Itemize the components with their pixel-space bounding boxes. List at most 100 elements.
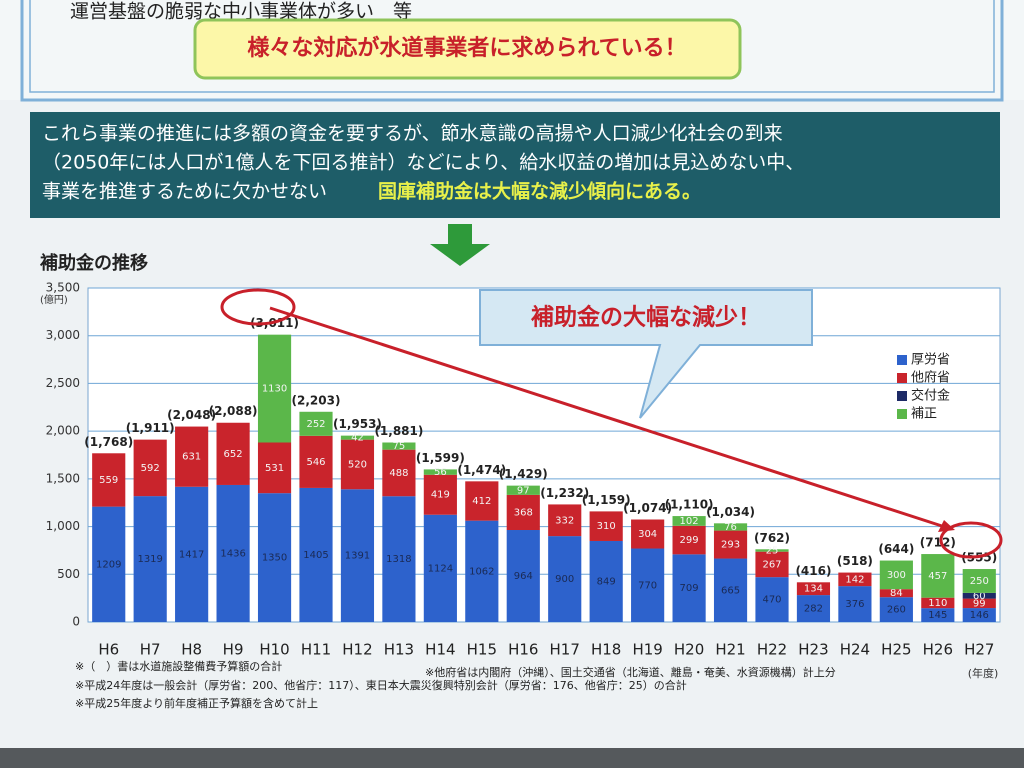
bar-segment xyxy=(713,558,748,622)
x-tick-label: H18 xyxy=(591,641,621,659)
trend-arrow xyxy=(269,306,946,529)
total-label: (1,232) xyxy=(540,486,589,500)
segment-label: 964 xyxy=(514,571,533,582)
bar-segment xyxy=(133,439,167,497)
segment-label: 1130 xyxy=(262,384,287,395)
footnote: ※他府省は内閣府（沖縄）、国土交通省（北海道、離島・奄美、水資源機構）計上分 xyxy=(425,665,836,679)
bar-segment xyxy=(257,442,292,494)
segment-label: 709 xyxy=(680,583,699,594)
legend-label: 厚労省 xyxy=(911,353,950,368)
segment-label: 84 xyxy=(890,588,903,599)
highlight-circle xyxy=(939,521,1003,559)
segment-label: 310 xyxy=(597,521,616,532)
top-line: 運営基盤の脆弱な中小事業体が多い 等 xyxy=(70,1,412,23)
segment-label: 299 xyxy=(680,535,699,546)
segment-label: 300 xyxy=(887,570,906,581)
bar-segment xyxy=(92,506,126,622)
bar-segment xyxy=(506,485,540,495)
segment-label: 142 xyxy=(845,574,864,585)
segment-label: 531 xyxy=(265,463,284,474)
bar-segment xyxy=(92,453,126,507)
bar-segment xyxy=(672,525,706,555)
callout-text: 補助金の大幅な減少！ xyxy=(530,304,761,331)
x-unit: (年度) xyxy=(968,666,999,680)
bar-segment xyxy=(506,494,540,531)
segment-label: 770 xyxy=(638,580,657,591)
total-label: (2,203) xyxy=(292,393,341,407)
segment-label: 488 xyxy=(389,468,408,479)
total-label: (1,881) xyxy=(374,424,423,438)
segment-label: 1436 xyxy=(220,548,245,559)
x-tick-label: H12 xyxy=(342,641,372,659)
bar-segment xyxy=(838,572,872,587)
total-label: (1,034) xyxy=(706,505,755,519)
x-tick-label: H8 xyxy=(181,641,202,659)
y-tick-label: 1,000 xyxy=(46,519,80,533)
bar-segment xyxy=(382,496,416,622)
bar-segment xyxy=(921,597,955,609)
x-tick-label: H15 xyxy=(467,641,497,659)
footnote: ※平成25年度より前年度補正予算額を含めて計上 xyxy=(75,696,318,710)
total-label: (1,159) xyxy=(582,493,631,507)
segment-label: 99 xyxy=(973,598,986,609)
legend-swatch xyxy=(897,409,907,419)
x-tick-label: H11 xyxy=(301,641,331,659)
bar-segment xyxy=(713,523,748,531)
bar-segment xyxy=(879,597,913,622)
segment-label: 42 xyxy=(351,433,364,444)
segment-label: 470 xyxy=(762,595,781,606)
x-tick-label: H21 xyxy=(715,641,745,659)
segment-label: 60 xyxy=(973,591,986,602)
bar-segment xyxy=(340,489,375,622)
bar-segment xyxy=(382,449,416,497)
highlight-text: 様々な対応が水道事業者に求められている！ xyxy=(247,35,686,61)
y-tick-label: 2,500 xyxy=(46,376,80,390)
total-label: (1,599) xyxy=(416,451,465,465)
total-label: (2,048) xyxy=(167,408,216,422)
x-tick-label: H6 xyxy=(98,641,119,659)
total-label: (1,911) xyxy=(126,421,175,435)
bar-segment xyxy=(133,496,167,622)
x-tick-label: H23 xyxy=(798,641,828,659)
segment-label: 652 xyxy=(224,449,243,460)
total-label: (416) xyxy=(795,564,831,578)
segment-label: 304 xyxy=(638,529,657,540)
x-tick-label: H25 xyxy=(881,641,911,659)
y-tick-label: 3,000 xyxy=(46,328,80,342)
chart-title: 補助金の推移 xyxy=(39,252,148,274)
bar-segment xyxy=(340,439,375,490)
segment-label: 457 xyxy=(928,571,947,582)
segment-label: 1124 xyxy=(428,563,453,574)
bar-segment xyxy=(299,411,333,436)
segment-label: 25 xyxy=(766,545,779,556)
top-frame xyxy=(20,0,1004,102)
bar-segment xyxy=(175,486,209,622)
legend-swatch xyxy=(897,355,907,365)
segment-label: 1391 xyxy=(345,551,370,562)
bar-segment xyxy=(257,493,292,622)
banner-line: 事業を推進するために欠かせない xyxy=(42,181,327,203)
bar-segment xyxy=(423,474,457,515)
segment-label: 267 xyxy=(762,559,781,570)
segment-label: 75 xyxy=(393,441,406,452)
bar-segment xyxy=(423,469,457,475)
bar-segment xyxy=(548,536,582,622)
bar-segment xyxy=(423,514,457,622)
bar-segment xyxy=(672,516,706,526)
x-tick-label: H24 xyxy=(840,641,870,659)
segment-label: 293 xyxy=(721,540,740,551)
bar-segment xyxy=(465,520,499,622)
x-tick-label: H7 xyxy=(140,641,161,659)
bar-segment xyxy=(382,442,416,450)
x-tick-label: H19 xyxy=(632,641,662,659)
segment-label: 332 xyxy=(555,515,574,526)
bar-segment xyxy=(755,577,789,622)
bar-segment xyxy=(216,484,250,622)
segment-label: 250 xyxy=(970,576,989,587)
segment-label: 145 xyxy=(928,610,947,621)
x-tick-label: H13 xyxy=(384,641,414,659)
bar-segment xyxy=(299,487,333,622)
segment-label: 412 xyxy=(472,496,491,507)
